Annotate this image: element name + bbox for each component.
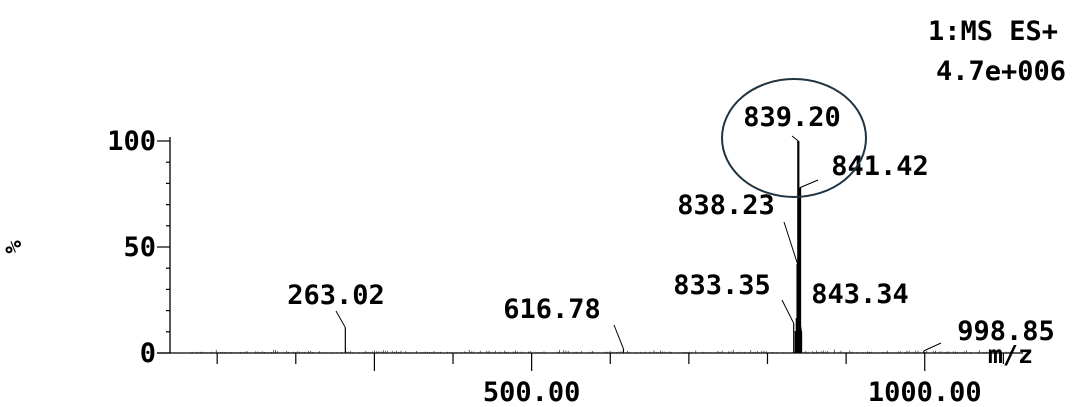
peak-leader-line xyxy=(335,310,346,328)
peak-leader-line xyxy=(799,179,819,189)
peak-label: 843.34 xyxy=(811,279,909,310)
peak-label: 838.23 xyxy=(677,190,775,221)
peak-label: 841.42 xyxy=(831,151,929,182)
y-tick-label: 100 xyxy=(107,126,156,157)
noise-trace xyxy=(191,349,1011,353)
x-tick-label: 1000.00 xyxy=(868,377,982,407)
peaks: 263.02 616.78 833.35 838.23 839.20 841.42 843.… xyxy=(287,102,1055,353)
peak-label: 839.20 xyxy=(743,102,841,133)
peak-leader-line xyxy=(781,299,795,324)
x-tick-label: 500.00 xyxy=(483,377,581,407)
peak-leader-line xyxy=(783,221,799,265)
highlight-circle xyxy=(721,78,867,198)
peak-label: 998.85 xyxy=(957,316,1055,347)
y-tick-label: 0 xyxy=(140,338,156,369)
peak-leader-line xyxy=(791,135,799,142)
y-tick-label: 50 xyxy=(123,232,156,263)
peak-label: 616.78 xyxy=(503,294,601,325)
scan-mode-label: 1:MS ES+ xyxy=(928,16,1058,47)
max-intensity-label: 4.7e+006 xyxy=(936,56,1066,87)
axes: 0 50 100 500.00 1000.00m/z xyxy=(107,126,1033,407)
peak-label: 263.02 xyxy=(287,280,385,311)
y-axis-label: % xyxy=(2,240,27,254)
peak-label: 833.35 xyxy=(673,270,771,301)
baseline-noise xyxy=(191,349,1011,353)
peak-leader-line xyxy=(923,342,942,352)
x-axis-label: m/z xyxy=(988,340,1033,369)
peak-leader-line xyxy=(613,324,624,349)
highlight-ellipse xyxy=(721,78,867,198)
